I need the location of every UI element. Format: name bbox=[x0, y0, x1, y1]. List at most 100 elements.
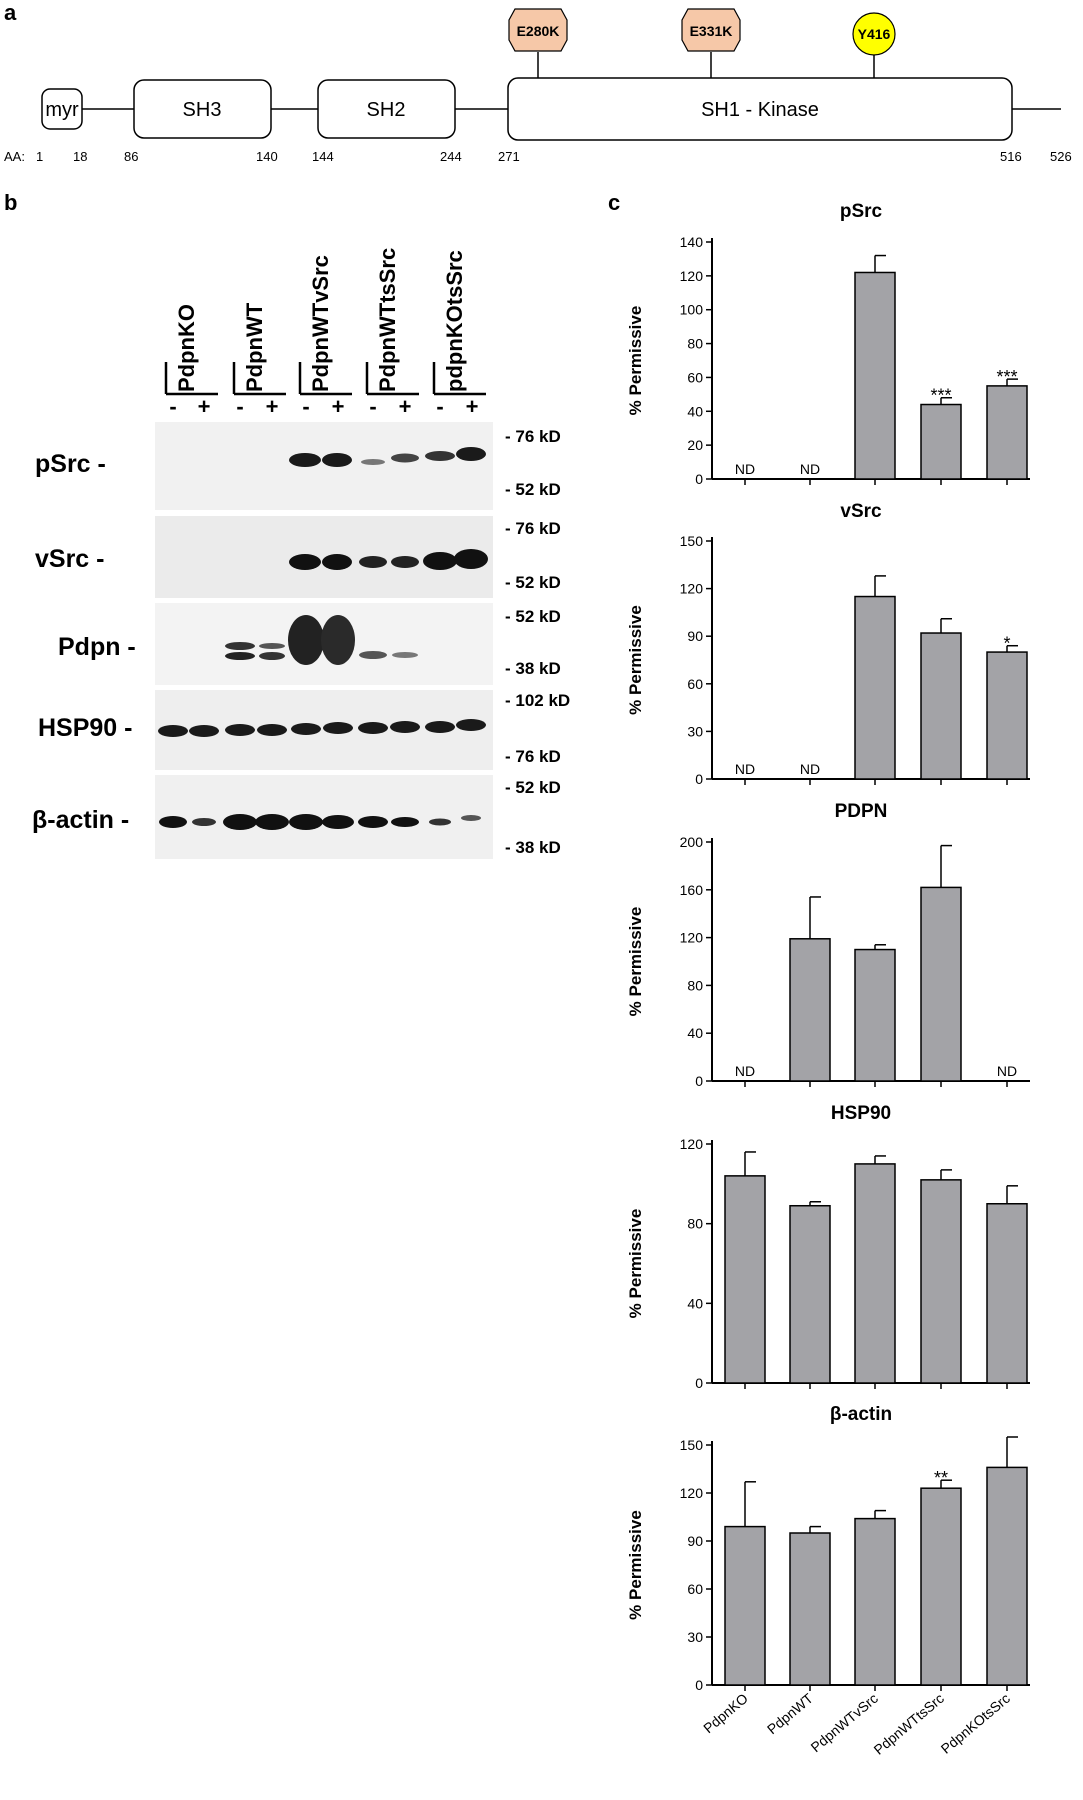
y-tick-label: 0 bbox=[695, 1677, 703, 1693]
lane-label-pdpnwt: PdpnWT bbox=[242, 302, 267, 392]
blot-psrc: pSrc - - 76 kD - 52 kD bbox=[35, 422, 561, 510]
domain-myr-label: myr bbox=[45, 99, 79, 121]
y-tick-label: 60 bbox=[687, 676, 703, 692]
sign-plus: + bbox=[399, 394, 412, 419]
x-category-label: PdpnKO bbox=[700, 1690, 751, 1736]
protein-label-pdpn: Pdpn - bbox=[58, 633, 136, 661]
chart-title: pSrc bbox=[840, 201, 883, 222]
aa-pos-18: 18 bbox=[73, 149, 87, 164]
protein-label-hsp90: HSP90 - bbox=[38, 714, 132, 742]
y-tick-label: 80 bbox=[687, 336, 703, 352]
marker-bottom: - 38 kD bbox=[505, 659, 561, 678]
bar bbox=[724, 1175, 766, 1384]
mutation-e331k-badge bbox=[681, 8, 741, 52]
y-tick-label: 160 bbox=[680, 882, 704, 898]
bar bbox=[724, 1525, 766, 1686]
bar bbox=[789, 1532, 831, 1686]
chart-title: β-actin bbox=[830, 1404, 892, 1425]
nd-label: ND bbox=[735, 1063, 755, 1079]
y-tick-label: 0 bbox=[695, 771, 703, 787]
y-axis-label: % Permissive bbox=[626, 1510, 645, 1620]
x-category-label: PdpnWTtsSrc bbox=[870, 1690, 946, 1758]
domain-sh3: SH3 bbox=[133, 79, 272, 139]
aa-positions: AA: 1 18 86 140 144 244 271 516 526 bbox=[4, 149, 1072, 164]
aa-pos-86: 86 bbox=[124, 149, 138, 164]
bar bbox=[986, 385, 1028, 480]
aa-pos-271: 271 bbox=[498, 149, 520, 164]
blot-bands bbox=[158, 719, 486, 737]
mutation-y416: Y416 bbox=[852, 12, 896, 78]
bar bbox=[920, 886, 962, 1082]
bar bbox=[789, 938, 831, 1082]
y-tick-label: 80 bbox=[687, 977, 703, 993]
x-category-labels: PdpnKO PdpnWTPdpnWTvSrcPdpnWTtsSrcPdpnKOt… bbox=[700, 1690, 1013, 1758]
chart-title: HSP90 bbox=[831, 1103, 891, 1124]
mutation-e280k-label: E280K bbox=[517, 23, 560, 39]
y-tick-label: 80 bbox=[687, 1216, 703, 1232]
mutation-e280k: E280K bbox=[508, 8, 568, 78]
panel-a: a myr SH3 SH2 SH1 - Kinase bbox=[4, 0, 1072, 164]
bar-chart-hsp90: HSP90 % Permissive 0 40 80 120 bbox=[626, 1103, 1030, 1391]
aa-pos-244: 244 bbox=[440, 149, 462, 164]
marker-top: - 52 kD bbox=[505, 607, 561, 626]
marker-top: - 76 kD bbox=[505, 427, 561, 446]
marker-bottom: - 52 kD bbox=[505, 573, 561, 592]
bar bbox=[789, 1204, 831, 1384]
domain-sh1-kinase-label: SH1 - Kinase bbox=[701, 99, 819, 121]
blot-vsrc: vSrc - - 76 kD - 52 kD bbox=[35, 516, 561, 598]
mutation-y416-badge bbox=[852, 12, 896, 56]
sign-plus: + bbox=[466, 394, 479, 419]
significance-label: ** bbox=[934, 1468, 948, 1488]
domain-sh2-label: SH2 bbox=[367, 99, 406, 121]
lane-signs: - + - + - + - + - + bbox=[169, 394, 478, 419]
panel-a-letter: a bbox=[4, 0, 17, 25]
lane-label-pdpnwttssrc: PdpnWTtsSrc bbox=[375, 248, 400, 392]
bar-chart-pdpn: PDPN % Permissive 0 40 80 120 160 200 ND ND bbox=[626, 801, 1030, 1089]
domain-sh1-kinase: SH1 - Kinase bbox=[507, 77, 1013, 141]
aa-prefix: AA: bbox=[4, 149, 25, 164]
bar bbox=[854, 595, 896, 780]
mutation-e280k-badge bbox=[508, 8, 568, 52]
sign-plus: + bbox=[198, 394, 211, 419]
panel-c: c pSrc % Permissive 0 20 40 60 80 100 120 140 ND ND… bbox=[608, 190, 1030, 1758]
significance-label: *** bbox=[930, 386, 951, 406]
mutation-e331k: E331K bbox=[681, 8, 741, 78]
y-axis-label: % Permissive bbox=[626, 1209, 645, 1319]
y-tick-label: 0 bbox=[695, 1073, 703, 1089]
aa-pos-1: 1 bbox=[36, 149, 43, 164]
blot-hsp90: HSP90 - - 102 kD - 76 kD bbox=[38, 690, 570, 770]
bar bbox=[986, 1203, 1028, 1384]
y-tick-label: 100 bbox=[680, 302, 704, 318]
blot-beta-actin: β-actin - - 52 kD - 38 kD bbox=[32, 775, 561, 859]
lane-labels: PdpnKO PdpnWT PdpnWTvSrc PdpnWTtsSrc pdp… bbox=[174, 248, 467, 392]
lane-label-pdpnwtvsrc: PdpnWTvSrc bbox=[308, 255, 333, 392]
y-tick-label: 200 bbox=[680, 834, 704, 850]
y-tick-label: 120 bbox=[680, 581, 704, 597]
blot-bands bbox=[225, 615, 418, 665]
mutation-y416-label: Y416 bbox=[858, 26, 891, 42]
y-tick-label: 150 bbox=[680, 533, 704, 549]
panel-b-letter: b bbox=[4, 190, 17, 215]
lane-label-pdpnko: PdpnKO bbox=[174, 304, 199, 392]
y-tick-label: 120 bbox=[680, 1485, 704, 1501]
y-tick-label: 60 bbox=[687, 369, 703, 385]
protein-label-vsrc: vSrc - bbox=[35, 545, 104, 573]
y-tick-label: 40 bbox=[687, 403, 703, 419]
domain-sh2: SH2 bbox=[317, 79, 456, 139]
mutation-e331k-label: E331K bbox=[690, 23, 733, 39]
domain-myr: myr bbox=[41, 88, 83, 130]
domain-sh3-label: SH3 bbox=[183, 99, 222, 121]
marker-top: - 102 kD bbox=[505, 691, 570, 710]
blot-strip bbox=[155, 422, 493, 510]
bar bbox=[920, 1487, 962, 1686]
sign-minus: - bbox=[436, 394, 443, 419]
sign-minus: - bbox=[236, 394, 243, 419]
protein-label-beta-actin: β-actin - bbox=[32, 806, 129, 834]
blot-pdpn: Pdpn - - 52 kD - 38 kD bbox=[58, 603, 561, 685]
lane-label-pdpnkotssrc: pdpnKOtsSrc bbox=[442, 250, 467, 392]
y-tick-label: 40 bbox=[687, 1295, 703, 1311]
y-axis-label: % Permissive bbox=[626, 306, 645, 416]
bar bbox=[986, 1466, 1028, 1686]
bar bbox=[986, 651, 1028, 780]
